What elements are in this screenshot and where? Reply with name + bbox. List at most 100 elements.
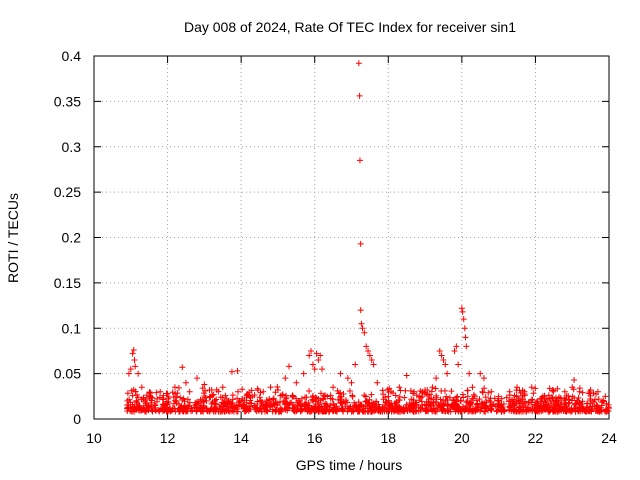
data-point-background [459,391,466,398]
data-point-background [572,401,579,408]
data-point-background [184,405,191,412]
data-point-background [309,393,316,400]
data-point-background [546,385,553,392]
data-point-background [264,399,271,406]
data-point-background [449,401,456,408]
data-point-background [169,389,176,396]
data-point-background [136,403,143,410]
data-point-background [421,401,428,408]
data-point-background [221,408,228,415]
data-point-background [366,396,373,403]
data-point-background [444,401,451,408]
y-tick-label: 0 [73,411,81,427]
data-point-background [470,391,477,398]
data-point-background [229,392,236,399]
data-point-background [528,396,535,403]
data-point [157,388,164,395]
data-point [359,325,366,332]
data-point-background [516,387,523,394]
data-point-background [302,400,309,407]
data-point-background [506,406,513,413]
data-point-background [358,402,365,409]
data-point-background [153,398,160,405]
data-point-background [307,408,314,415]
data-point [606,405,612,412]
data-point-background [576,399,583,406]
data-point-background [234,395,241,402]
data-point-background [429,408,436,415]
data-point-background [279,391,286,398]
data-point-background [274,383,281,390]
data-point-background [532,401,539,408]
data-point-background [469,384,476,391]
data-point [306,352,313,359]
data-point-background [233,402,240,409]
data-point-background [129,401,136,408]
tick-labels: 10 12 14 16 18 20 22 24 0 0.05 0.1 0.15 0.2 0.25 0.3 0.… [54,48,617,446]
data-point-background [215,388,222,395]
data-point-background [411,402,418,409]
data-point-background [417,388,424,395]
data-point-background [330,408,337,414]
data-point [429,384,436,391]
data-point-background [367,408,374,415]
data-point-background [195,398,202,405]
data-point-background [320,393,327,400]
data-point-background [338,393,345,400]
data-point [179,364,186,371]
y-tick-label: 0.2 [62,230,82,246]
data-point-background [423,390,430,397]
data-point-background [357,403,364,410]
data-point-background [591,399,598,406]
data-point-background [235,388,242,395]
data-point-background [361,392,368,399]
data-point [293,379,300,386]
data-point [311,366,318,373]
data-point-background [386,407,393,414]
x-tick-label: 22 [528,430,544,446]
data-point-background [597,407,604,414]
data-point [129,350,136,357]
data-point-background [479,388,486,395]
chart-title: Day 008 of 2024, Rate Of TEC Index for r… [184,19,516,35]
data-point-background [172,390,179,397]
data-point [356,157,363,164]
data-point-background [476,396,483,403]
data-point-background [269,408,276,415]
data-point-background [395,402,402,409]
data-point-background [370,400,377,407]
data-point [208,386,215,393]
data-point [313,350,320,357]
data-point-background [438,387,445,394]
data-point [438,352,445,359]
data-point-background [329,396,336,403]
data-point-background [578,404,585,411]
data-point-background [438,400,445,407]
data-point-background [315,395,322,402]
data-point [514,384,521,391]
data-point [440,357,447,364]
data-point-background [203,407,210,414]
data-point [569,384,576,391]
data-point-background [217,394,224,401]
x-tick-label: 10 [86,430,102,446]
data-point-background [297,408,304,415]
data-point [442,361,449,368]
data-point [444,370,451,377]
x-tick-label: 16 [307,430,323,446]
data-point-background [364,402,371,409]
data-point-background [581,407,588,414]
data-point-background [466,406,473,413]
data-point [451,347,458,354]
data-point [495,393,502,400]
data-point [124,405,131,412]
data-point-background [156,394,163,401]
y-tick-label: 0.35 [54,93,81,109]
data-point [463,343,470,350]
data-point [460,316,467,323]
data-point-background [151,401,158,408]
data-point [234,367,241,374]
data-point-background [290,405,297,412]
data-point-background [359,408,366,415]
